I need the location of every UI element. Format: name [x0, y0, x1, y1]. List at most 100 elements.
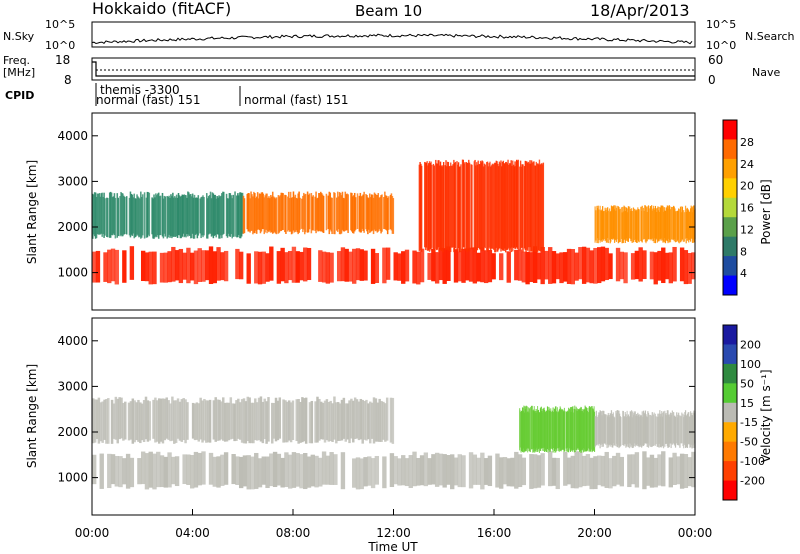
- velocity-ytick-label: 3000: [57, 379, 88, 393]
- power-cell: [344, 248, 349, 282]
- velocity-cell: [299, 401, 302, 443]
- power-cell: [392, 198, 395, 234]
- power-ylabel: Slant Range [km]: [25, 160, 39, 264]
- velocity-cell: [622, 410, 624, 446]
- power-cell: [196, 197, 199, 239]
- velocity-cell: [574, 451, 579, 489]
- power-cell: [148, 251, 153, 285]
- power-cell: [208, 195, 211, 234]
- power-cell: [667, 208, 669, 244]
- velocity-cell: [318, 398, 321, 441]
- cpid-entry-normal-1: normal (fast) 151: [96, 93, 200, 107]
- xaxis-tick-label: 12:00: [376, 526, 411, 540]
- power-cell: [597, 205, 599, 244]
- velocity-cell: [220, 454, 225, 486]
- power-cell: [164, 196, 167, 237]
- power-cell: [480, 162, 483, 252]
- velocity-panel: 1000 2000 3000 4000 Slant Range [km] 200 100…: [25, 317, 773, 554]
- velocity-cell: [690, 412, 692, 445]
- xaxis-tick-label: 16:00: [477, 526, 512, 540]
- velocity-cell: [148, 451, 153, 488]
- power-cell: [107, 197, 109, 238]
- velocity-cell: [161, 398, 165, 444]
- power-cell: [144, 252, 150, 282]
- velocity-cell: [600, 411, 603, 444]
- power-cell: [282, 193, 284, 231]
- power-cell: [303, 194, 306, 235]
- power-cell: [110, 192, 113, 235]
- power-cell: [269, 198, 271, 231]
- power-cell: [125, 196, 128, 235]
- power-cell: [638, 247, 643, 282]
- velocity-cell: [556, 407, 558, 449]
- power-cell: [599, 205, 601, 243]
- power-cell: [292, 191, 295, 231]
- power-cell: [320, 191, 322, 232]
- velocity-cell: [594, 416, 596, 448]
- power-cell: [140, 191, 142, 239]
- power-cell: [254, 193, 256, 234]
- power-cell: [162, 198, 165, 239]
- power-cell: [691, 207, 693, 239]
- power-cell: [236, 195, 238, 238]
- velocity-cell: [434, 452, 440, 487]
- velocity-cell: [600, 411, 602, 445]
- power-cell: [173, 196, 176, 237]
- power-cell: [439, 161, 442, 250]
- power-cell: [171, 246, 176, 282]
- power-cell: [631, 210, 633, 243]
- power-cell: [94, 192, 97, 239]
- velocity-cell: [602, 410, 604, 447]
- nsky-frame: [91, 21, 696, 48]
- power-cell: [189, 194, 191, 236]
- power-cell: [487, 250, 493, 283]
- power-cell: [370, 194, 373, 232]
- velocity-cell: [635, 415, 637, 445]
- power-cell: [207, 196, 210, 235]
- velocity-colorbar-tick: -200: [740, 475, 765, 488]
- power-colorbar-tick: 8: [740, 245, 747, 258]
- power-cell: [303, 247, 308, 282]
- velocity-cell: [101, 401, 104, 443]
- power-cell: [691, 212, 694, 243]
- velocity-cell: [627, 454, 632, 488]
- power-cell: [169, 197, 171, 238]
- velocity-cell: [607, 416, 609, 445]
- power-cell: [146, 191, 149, 238]
- velocity-cell: [240, 399, 244, 443]
- power-cell: [619, 209, 621, 243]
- power-cell: [272, 196, 275, 234]
- velocity-cell: [114, 396, 118, 440]
- velocity-cell: [646, 417, 648, 447]
- power-cell: [147, 192, 150, 235]
- velocity-cell: [606, 414, 608, 449]
- power-cell: [122, 250, 127, 283]
- power-cell: [666, 205, 668, 242]
- power-cell: [385, 195, 387, 230]
- power-cell: [387, 196, 390, 230]
- power-cell: [461, 159, 464, 251]
- velocity-cell: [206, 400, 210, 443]
- velocity-cell: [299, 454, 304, 489]
- power-cell: [606, 207, 608, 243]
- power-cell: [352, 196, 354, 234]
- power-cell: [431, 248, 436, 282]
- power-cell: [259, 193, 262, 234]
- velocity-cell: [529, 454, 534, 489]
- power-cell: [646, 207, 648, 242]
- power-cell: [466, 162, 468, 253]
- velocity-cell: [133, 400, 136, 443]
- power-cell: [534, 165, 536, 252]
- velocity-cell: [649, 414, 651, 446]
- power-cell: [202, 195, 204, 238]
- power-cell: [281, 192, 283, 231]
- power-cell: [378, 197, 380, 230]
- velocity-cell: [156, 451, 161, 488]
- power-cell: [678, 208, 680, 243]
- power-cell: [420, 165, 423, 252]
- velocity-cell: [566, 457, 572, 485]
- power-cell: [174, 250, 180, 281]
- velocity-cell: [608, 415, 610, 446]
- power-cell: [514, 161, 516, 250]
- velocity-cell: [272, 451, 278, 488]
